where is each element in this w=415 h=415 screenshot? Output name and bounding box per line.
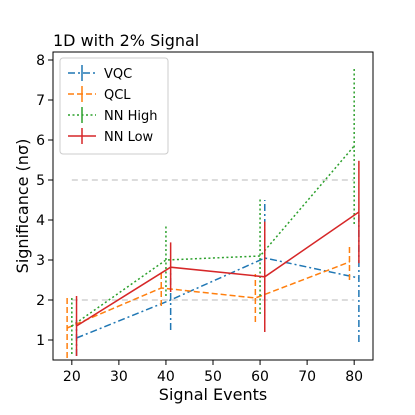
y-tick-label: 6 [36,133,45,149]
y-tick-label: 3 [36,253,45,269]
y-tick-label: 8 [36,53,45,69]
y-tick-label: 7 [36,93,45,109]
y-tick-label: 2 [36,293,45,309]
legend-label-qcl: QCL [104,88,131,103]
series-line-nn-high [71,145,355,327]
chart-title: 1D with 2% Signal [53,31,199,50]
series-vqc [75,200,360,356]
y-ticks: 1 2 3 4 5 6 7 8 [36,53,53,349]
series-layer [66,68,360,358]
legend-label-vqc: VQC [104,67,132,82]
y-tick-label: 1 [36,333,45,349]
x-tick-label: 80 [345,369,363,385]
legend-label-nn-high: NN High [104,109,157,124]
reference-lines [71,179,355,301]
x-ticks: 20 30 40 50 60 70 80 [63,360,363,385]
series-qcl [66,244,351,358]
x-tick-label: 70 [298,369,316,385]
legend-label-nn-low: NN Low [104,130,154,145]
x-axis-title: Signal Events [159,385,267,404]
series-nn-high [71,68,355,354]
series-line-nn-low [76,211,360,327]
x-tick-label: 30 [110,369,128,385]
x-tick-label: 60 [251,369,269,385]
series-nn-low [75,160,360,356]
series-line-vqc [76,257,360,339]
y-tick-label: 5 [36,173,45,189]
x-tick-label: 20 [63,369,81,385]
y-tick-label: 4 [36,213,45,229]
y-axis-title: Significance (nσ) [13,139,32,274]
series-line-qcl [66,261,350,329]
legend-box [59,57,169,155]
x-tick-label: 40 [157,369,175,385]
x-tick-label: 50 [204,369,222,385]
legend: VQC QCL NN High NN Low [59,57,169,155]
